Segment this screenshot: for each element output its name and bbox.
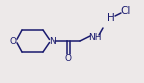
Text: O: O bbox=[65, 54, 72, 63]
Text: NH: NH bbox=[88, 33, 102, 42]
Text: N: N bbox=[50, 37, 56, 45]
Text: O: O bbox=[10, 37, 17, 45]
Text: H: H bbox=[107, 13, 115, 23]
Text: Cl: Cl bbox=[121, 6, 131, 16]
